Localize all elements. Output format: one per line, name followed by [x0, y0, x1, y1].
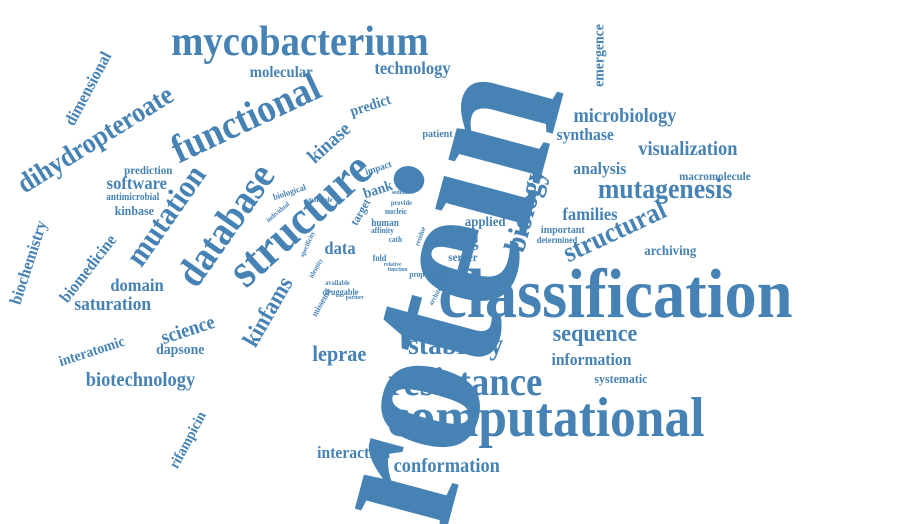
word-sodium: sodium — [391, 190, 409, 196]
word-interatomic: interatomic — [57, 333, 127, 370]
word-partner: partner — [345, 295, 364, 301]
word-technology: technology — [373, 58, 451, 78]
word-classification: classification — [437, 256, 793, 333]
word-emergence: emergence — [591, 23, 608, 87]
word-affinity: affinity — [370, 226, 394, 235]
word-computational: computational — [386, 387, 705, 449]
word-functional: functional — [163, 63, 327, 172]
word-information: information — [550, 349, 631, 369]
word-dapsone: dapsone — [155, 341, 204, 358]
word-macromolecule: macromolecule — [679, 169, 751, 183]
word-applied: applied — [464, 215, 506, 230]
word-function: function — [387, 267, 407, 273]
word-archiving: archiving — [643, 244, 696, 259]
word-human: human — [371, 218, 399, 229]
word-relative: relative — [383, 262, 401, 268]
word-important: important — [540, 223, 585, 236]
word-data: data — [324, 238, 356, 258]
word-prediction: prediction — [124, 163, 173, 177]
word-available: available — [324, 278, 350, 287]
word-interaction: interaction — [316, 442, 390, 462]
word-mutagenesis: mutagenesis — [597, 174, 733, 205]
word-druggable: druggable — [322, 286, 358, 297]
word-systematic: systematic — [594, 370, 648, 386]
word-biotechnology: biotechnology — [85, 369, 195, 391]
word-properties: properties — [408, 270, 442, 279]
word-identity: identity — [306, 256, 325, 279]
word-leprae: leprae — [311, 341, 366, 366]
word-nucleic: nucleic — [384, 207, 408, 216]
word-fold: fold — [372, 252, 386, 263]
word-determined: determined — [536, 234, 578, 245]
word-sequence: sequence — [552, 321, 638, 347]
word-drug: drug — [443, 230, 479, 250]
word-resistance: resistance — [387, 359, 543, 404]
word-software: software — [106, 173, 168, 193]
word-mycobacterium: mycobacterium — [171, 19, 429, 65]
word-domain: domain — [110, 275, 164, 295]
word-families: families — [562, 204, 618, 224]
word-cath: cath — [388, 235, 402, 244]
word-biochemistry: biochemistry — [5, 217, 51, 307]
word-antimicrobial: antimicrobial — [106, 192, 160, 203]
word-patient: patient — [421, 127, 453, 140]
word-microbiology: microbiology — [573, 105, 677, 127]
word-kinbase: kinbase — [114, 202, 154, 218]
word-server: server — [448, 250, 478, 264]
word-molecule: molecule — [308, 195, 333, 204]
word-synthase: synthase — [556, 124, 614, 144]
word-molecular: molecular — [249, 64, 313, 81]
word-saturation: saturation — [73, 293, 151, 315]
word-analysis: analysis — [573, 158, 627, 178]
word-stability: stability — [407, 328, 503, 361]
word-visualization: visualization — [638, 138, 738, 160]
word-rifampicin: rifampicin — [166, 408, 210, 471]
word-conformation: conformation — [393, 455, 500, 477]
word-provide: provide — [390, 198, 412, 207]
